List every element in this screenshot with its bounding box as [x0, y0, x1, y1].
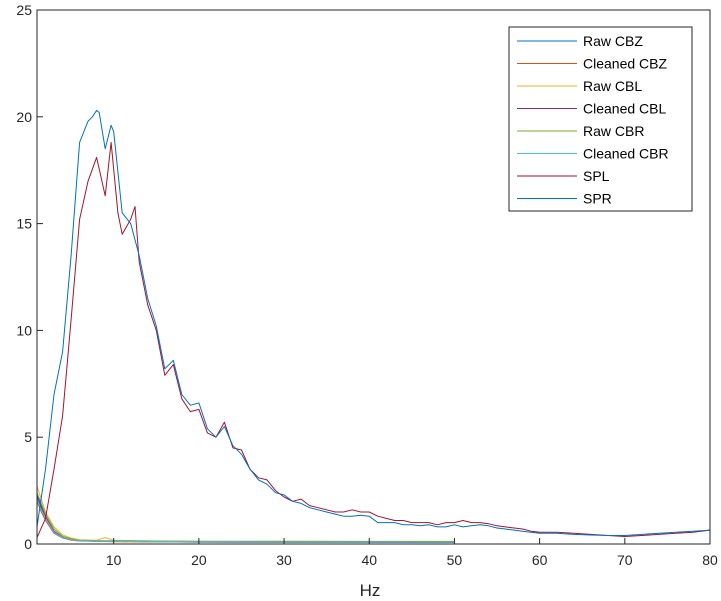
- legend-label: Raw CBL: [583, 78, 642, 94]
- x-tick-label: 20: [191, 552, 207, 568]
- y-tick-label: 20: [16, 109, 32, 125]
- tick-labels: 0 5 10 15 20 25 10 20 30 40 50 60 70 80: [16, 2, 718, 568]
- legend-entry[interactable]: SPR: [517, 191, 612, 207]
- legend-label: Cleaned CBR: [583, 146, 669, 162]
- y-tick-label: 15: [16, 216, 32, 232]
- legend-label: SPL: [583, 168, 610, 184]
- x-tick-label: 10: [106, 552, 122, 568]
- legend-entry[interactable]: SPL: [517, 168, 610, 184]
- legend-label: Cleaned CBL: [583, 101, 666, 117]
- x-tick-label: 60: [532, 552, 548, 568]
- legend-entry[interactable]: Raw CBZ: [517, 33, 643, 49]
- y-tick-label: 5: [24, 429, 32, 445]
- axes: [36, 9, 711, 545]
- axes-box: [36, 9, 711, 545]
- legend-entry[interactable]: Cleaned CBR: [517, 146, 669, 162]
- series-line-spr: [36, 109, 711, 536]
- series-line-raw-cbr: [36, 492, 455, 542]
- x-tick-label: 30: [276, 552, 292, 568]
- x-tick-label: 50: [447, 552, 463, 568]
- legend-entry[interactable]: Cleaned CBZ: [517, 56, 667, 72]
- x-tick-label: 70: [617, 552, 633, 568]
- legend-entry[interactable]: Raw CBL: [517, 78, 642, 94]
- y-tick-label: 25: [16, 2, 32, 18]
- legend-label: Raw CBR: [583, 123, 644, 139]
- x-tick-label: 80: [702, 552, 718, 568]
- legend-entry[interactable]: Raw CBR: [517, 123, 644, 139]
- legend-label: Raw CBZ: [583, 33, 643, 49]
- legend-label: Cleaned CBZ: [583, 56, 667, 72]
- legend-box: [508, 26, 693, 212]
- series-lines: [36, 109, 711, 543]
- x-axis-title: Hz: [360, 581, 381, 600]
- legend-label: SPR: [583, 191, 612, 207]
- legend[interactable]: Raw CBZ Cleaned CBZ Raw CBL Cleaned CBL Raw …: [508, 26, 693, 212]
- legend-entry[interactable]: Cleaned CBL: [517, 101, 666, 117]
- y-tick-label: 0: [24, 536, 32, 552]
- x-tick-label: 40: [361, 552, 377, 568]
- y-tick-label: 10: [16, 322, 32, 338]
- series-line-cleaned-cbr: [36, 498, 455, 543]
